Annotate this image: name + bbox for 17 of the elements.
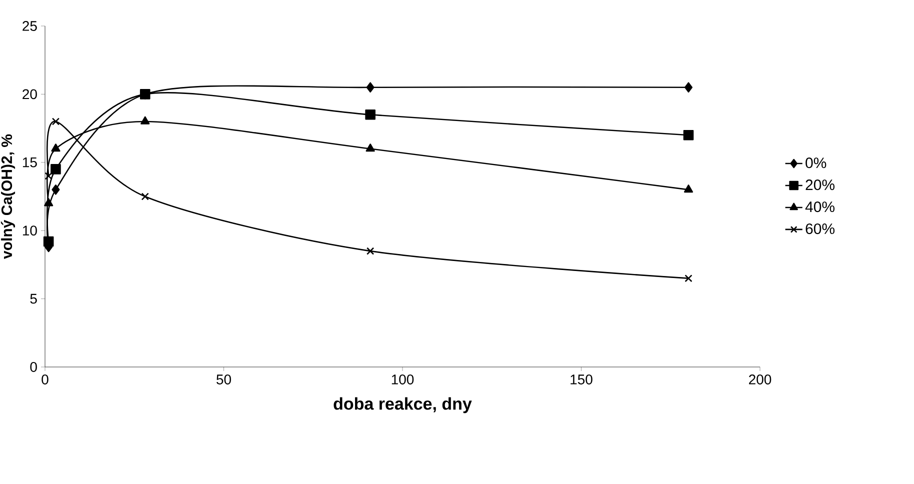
x-axis-title: doba reakce, dny xyxy=(334,397,472,414)
y-axis-title: volný Ca(OH)2, % xyxy=(0,134,16,259)
x-tick-label: 0 xyxy=(42,374,48,384)
x-tick-label: 150 xyxy=(570,374,592,384)
y-tick-label: 15 xyxy=(22,158,37,168)
y-tick-label: 0 xyxy=(30,362,37,372)
legend-label: 0% xyxy=(806,158,826,168)
legend-label: 20% xyxy=(806,180,834,190)
legend-label: 60% xyxy=(806,223,834,234)
legend-label: 40% xyxy=(805,201,834,212)
x-tick-label: 100 xyxy=(392,374,414,384)
y-tick-label: 10 xyxy=(22,226,37,236)
x-tick-label: 200 xyxy=(749,374,772,384)
y-tick-label: 5 xyxy=(30,294,37,304)
x-tick-label: 50 xyxy=(216,374,231,384)
y-tick-label: 20 xyxy=(22,89,37,100)
y-tick-label: 25 xyxy=(22,21,37,31)
